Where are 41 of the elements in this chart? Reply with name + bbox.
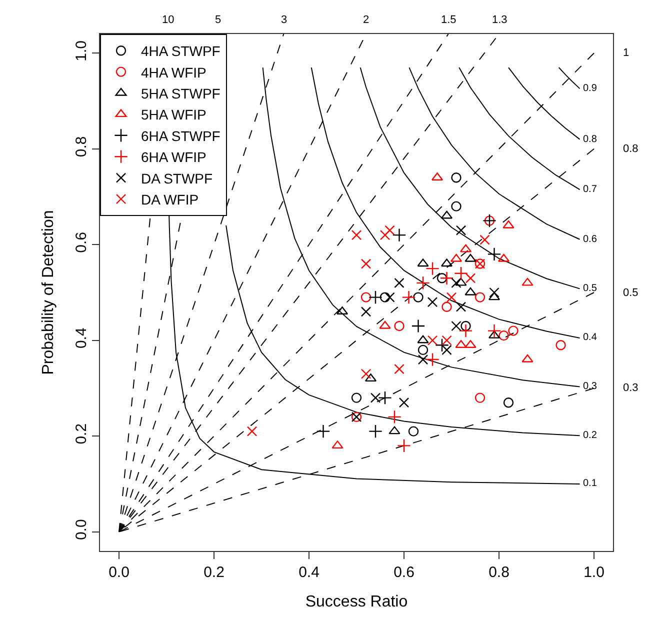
series-label: 0.6 — [583, 234, 598, 245]
series-label: 3 — [281, 14, 288, 26]
x-tick-label: 0.8 — [488, 564, 510, 581]
series-label: 0.3 — [583, 381, 598, 392]
series-label: 0.8 — [583, 134, 598, 145]
y-axis-title: Probability of Detection — [40, 210, 57, 375]
x-tick-label: 0.6 — [394, 564, 414, 581]
series-label: 10 — [162, 14, 174, 26]
series-label: 0.1 — [583, 478, 598, 489]
series-label: 5 — [215, 14, 222, 26]
series-label: 1.5 — [441, 14, 456, 26]
series-label: 2 — [363, 14, 370, 26]
legend-label: 4HA STWPF — [141, 43, 220, 60]
series-label: 0.5 — [583, 283, 598, 294]
series-label: 0.2 — [583, 430, 598, 441]
legend-label: DA WFIP — [141, 191, 199, 208]
series-label: 0.7 — [583, 184, 598, 195]
legend-label: DA STWPF — [141, 170, 213, 186]
x-tick-label: 0.0 — [108, 564, 130, 581]
series-label: 1.3 — [492, 14, 508, 26]
text: 0.8 — [623, 143, 638, 155]
y-tick-label: 0.8 — [73, 136, 90, 158]
x-tick-label: 1.0 — [584, 564, 604, 581]
series-label: 0.4 — [583, 332, 598, 343]
text: 1 — [623, 47, 630, 59]
y-tick-label: 0.0 — [73, 519, 90, 540]
y-tick-label: 0.2 — [73, 423, 90, 444]
x-tick-label: 0.2 — [204, 564, 224, 581]
legend-label: 4HA WFIP — [141, 64, 206, 80]
legend-label: 6HA STWPF — [141, 128, 220, 144]
text: 0.3 — [623, 382, 638, 394]
y-tick-label: 0.6 — [73, 232, 90, 253]
y-tick-label: 0.4 — [73, 328, 90, 349]
text: 0.5 — [623, 287, 638, 299]
legend-label: 5HA WFIP — [141, 106, 206, 123]
y-tick-label: 1.0 — [73, 40, 90, 62]
x-tick-label: 0.4 — [298, 564, 320, 581]
x-axis-title: Success Ratio — [305, 594, 408, 611]
legend-label: 5HA STWPF — [141, 85, 220, 102]
series-label: 0.9 — [583, 83, 598, 94]
legend-label: 6HA WFIP — [141, 149, 206, 166]
